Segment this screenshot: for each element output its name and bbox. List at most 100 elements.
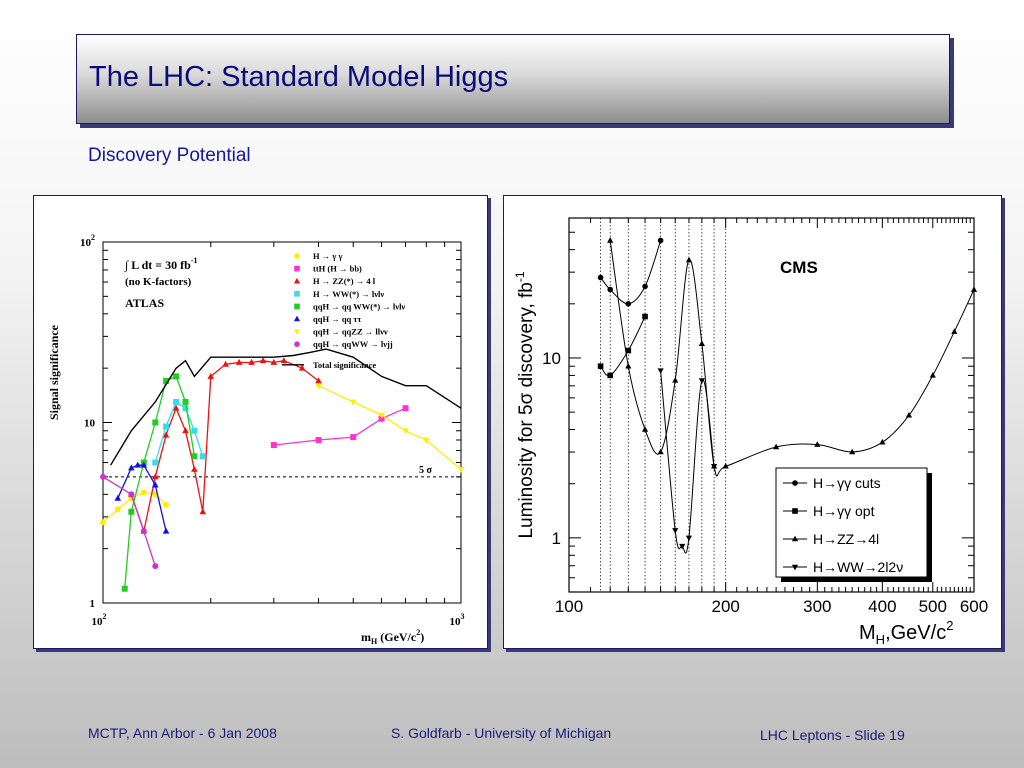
atlas-data-point	[162, 527, 170, 534]
footer-conference: MCTP, Ann Arbor - 6 Jan 2008	[88, 725, 277, 741]
atlas-series-line	[318, 385, 462, 470]
cms-data-point	[657, 368, 664, 375]
atlas-data-point	[315, 377, 322, 384]
cms-luminosity-chart: 100 200 300 400 500 600 1 10 Luminosity for 5σ d…	[513, 217, 988, 647]
cms-legend-label: H→γγ cuts	[813, 475, 881, 491]
atlas-legend-label: qqH → qq ττ	[313, 314, 361, 324]
atlas-legend-swatch	[294, 303, 300, 310]
atlas-legend-label: qqH → qqZZ → llνν	[313, 327, 388, 337]
cms-data-point	[698, 340, 705, 346]
atlas-data-point	[114, 494, 122, 501]
atlas-data-point	[128, 508, 135, 515]
atlas-data-point	[270, 358, 278, 365]
atlas-series-1	[270, 405, 409, 449]
atlas-data-point	[182, 398, 189, 405]
atlas-legend: H → γ γ ttH (H → bb) H → ZZ(*) → 4 l H → WW…	[282, 251, 405, 370]
atlas-data-point	[163, 377, 170, 384]
cms-data-point	[625, 301, 632, 307]
cms-data-point	[879, 438, 886, 445]
cms-data-point	[657, 448, 664, 455]
cms-data-point	[722, 462, 729, 469]
atlas-legend-swatch	[293, 329, 301, 335]
cms-y-tick-label: 10	[542, 349, 561, 368]
atlas-series-5	[114, 461, 170, 534]
atlas-data-point	[199, 453, 206, 460]
cms-data-point	[672, 528, 679, 534]
atlas-data-point	[140, 489, 147, 496]
cms-data-point	[711, 464, 718, 470]
atlas-y-tick-label: 10	[84, 418, 96, 430]
cms-legend: H→γγ cuts H→γγ opt H→ZZ→4l H→WW→2l2ν	[775, 467, 932, 582]
atlas-data-point	[402, 428, 409, 435]
atlas-x-tick-label: 103	[450, 612, 465, 628]
atlas-data-point	[222, 360, 229, 367]
cms-x-tick-label: 100	[555, 597, 583, 616]
atlas-series-line	[130, 360, 319, 534]
footer-slide-number: LHC Leptons - Slide 19	[760, 727, 905, 743]
cms-y-axis-label: Luminosity for 5σ discovery, fb-1	[513, 271, 537, 538]
atlas-legend-label: qqH → qqWW → lνjj	[313, 339, 393, 349]
cms-series-line	[600, 240, 662, 305]
atlas-data-point	[140, 528, 147, 535]
cms-x-tick-label: 400	[868, 597, 896, 616]
atlas-data-point	[402, 405, 409, 412]
footer-author: S. Goldfarb - University of Michigan	[391, 725, 612, 741]
cms-legend-box	[775, 467, 928, 578]
atlas-data-point	[378, 412, 385, 419]
atlas-data-point	[199, 508, 207, 515]
atlas-data-point	[163, 423, 170, 430]
atlas-x-axis-label: mH (GeV/c2)	[361, 628, 424, 646]
cms-data-point	[642, 283, 648, 290]
cms-legend-label: H→ZZ→4l	[813, 531, 879, 547]
atlas-data-point	[128, 491, 135, 498]
cms-x-tick-label: 300	[803, 597, 831, 616]
atlas-y-axis-label: Signal significance	[47, 324, 61, 420]
slide-subtitle: Discovery Potential	[88, 145, 251, 166]
atlas-data-point	[457, 466, 465, 473]
cms-data-point	[607, 237, 614, 243]
atlas-data-point	[423, 437, 430, 444]
atlas-data-point	[191, 453, 198, 460]
atlas-series-3	[152, 398, 206, 466]
cms-plot-frame	[568, 217, 975, 593]
atlas-series-line	[110, 348, 462, 466]
cms-x-tick-label: 200	[711, 597, 739, 616]
atlas-data-point	[152, 419, 159, 426]
atlas-legend-label: Total significance	[313, 360, 376, 370]
atlas-legend-swatch	[293, 315, 301, 322]
cms-data-point	[642, 313, 648, 320]
cms-legend-marker	[792, 508, 798, 514]
cms-x-axis-label: MH,GeV/c2	[859, 618, 953, 647]
cms-data-point	[929, 372, 936, 378]
atlas-5sigma-label: 5 σ	[419, 465, 433, 476]
atlas-series-0	[100, 489, 170, 526]
cms-y-tick-label: 1	[552, 529, 561, 548]
cms-series-1	[597, 313, 648, 379]
atlas-luminosity-annotation: ∫ L dt = 30 fb-1	[124, 256, 197, 272]
atlas-series-6	[315, 383, 465, 473]
cms-legend-marker	[792, 480, 798, 486]
atlas-legend-label: H → γ γ	[313, 251, 342, 261]
atlas-data-point	[191, 427, 198, 434]
atlas-series-2	[128, 357, 322, 534]
atlas-legend-label: H → ZZ(*) → 4 l	[313, 276, 376, 286]
cms-data-point	[657, 237, 664, 244]
atlas-legend-label: ttH (H → bb)	[313, 264, 362, 274]
atlas-data-point	[100, 519, 106, 526]
atlas-series-4	[121, 373, 198, 592]
atlas-data-point	[121, 585, 128, 592]
cms-data-point	[641, 426, 649, 432]
atlas-data-point	[182, 427, 189, 434]
atlas-data-point	[100, 473, 106, 480]
atlas-series-line	[124, 375, 196, 589]
atlas-data-point	[259, 357, 267, 364]
atlas-data-point	[315, 383, 322, 390]
atlas-data-point	[182, 405, 189, 412]
cms-data-point	[607, 372, 614, 379]
cms-series-0	[597, 237, 664, 307]
slide-title-bar: The LHC: Standard Model Higgs	[76, 34, 950, 124]
atlas-legend-swatch	[294, 291, 300, 297]
cms-data-point	[685, 535, 693, 542]
atlas-legend-swatch	[294, 341, 300, 347]
atlas-data-point	[280, 357, 288, 364]
